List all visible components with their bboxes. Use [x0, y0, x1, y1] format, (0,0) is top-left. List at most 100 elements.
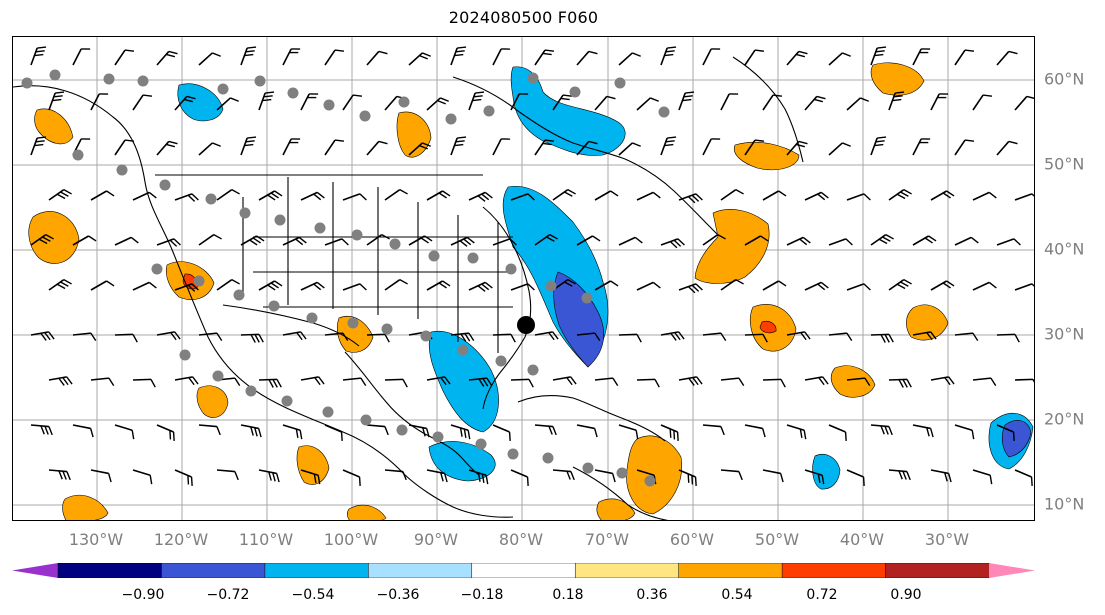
colorbar-segment [57, 563, 163, 578]
wind-barb [996, 238, 1021, 246]
wind-barb [468, 377, 493, 387]
wind-barb [930, 280, 955, 291]
wind-barb [870, 333, 894, 343]
station-marker [239, 207, 251, 219]
wind-barb [678, 193, 703, 204]
wind-barb [930, 190, 955, 201]
contour-fill-orange-canada [396, 111, 432, 158]
station-marker [527, 364, 539, 376]
wind-barb [72, 235, 97, 246]
contour-fill-blue-west [177, 83, 224, 122]
wind-barb [282, 424, 303, 440]
wind-barb [492, 48, 511, 66]
wind-barb [678, 91, 695, 111]
wind-barb [174, 469, 193, 487]
station-marker [205, 193, 217, 205]
wind-barb [450, 236, 475, 247]
longitude-label: 60°W [669, 530, 715, 549]
contour-fill-orange-baja [296, 445, 330, 485]
wind-barb [48, 376, 73, 386]
wind-barb [534, 49, 555, 66]
wind-barb [240, 333, 264, 343]
wind-barb [324, 238, 349, 246]
contour-fill-blue-north [510, 66, 626, 156]
wind-barb [366, 50, 388, 66]
wind-barb [912, 138, 931, 156]
wind-barb [912, 424, 934, 438]
wind-barb [828, 142, 851, 156]
wind-barb [678, 469, 697, 487]
wind-barb [828, 332, 853, 342]
station-marker [389, 238, 401, 250]
station-marker [21, 77, 33, 89]
wind-barb [156, 331, 181, 341]
wind-barb [342, 469, 361, 487]
coastline-canada-east [452, 76, 718, 235]
colorbar-tick-label: 0.54 [721, 587, 753, 603]
station-marker [347, 317, 359, 329]
station-marker [420, 330, 432, 342]
wind-barb [660, 238, 685, 249]
wind-barb [702, 138, 721, 156]
wind-barb [174, 193, 199, 202]
wind-barb [174, 283, 199, 292]
wind-barb [996, 50, 1018, 66]
wind-barb [132, 191, 157, 201]
station-marker [545, 280, 557, 292]
wind-barb [1014, 283, 1034, 291]
wind-barb [132, 469, 153, 485]
wind-barb [762, 280, 787, 291]
wind-barb [972, 191, 997, 201]
wind-barb [576, 140, 598, 156]
wind-barb [468, 91, 485, 111]
wind-barb [720, 469, 743, 481]
station-marker [159, 179, 171, 191]
wind-barb [48, 91, 65, 111]
coastline-south-america [572, 466, 669, 520]
wind-barb [954, 332, 979, 342]
longitude-label: 100°W [323, 530, 379, 549]
wind-barb [324, 139, 345, 156]
wind-barb [1014, 469, 1033, 487]
wind-barb [342, 193, 367, 201]
wind-barb [174, 376, 199, 386]
station-marker [428, 250, 440, 262]
colorbar-segment [574, 563, 680, 578]
wind-barb [90, 280, 115, 291]
wind-barb [996, 424, 1015, 442]
colorbar-tick-label: −0.54 [291, 587, 335, 603]
station-marker [323, 99, 335, 111]
station-marker [212, 370, 224, 382]
station-marker [217, 83, 229, 95]
wind-barb [240, 46, 257, 66]
wind-barb [258, 469, 280, 483]
wind-barb [618, 424, 639, 440]
wind-barb [996, 333, 1020, 343]
wind-barb [870, 46, 887, 66]
coastline-north-america-west [13, 85, 514, 518]
wind-barb [912, 331, 937, 341]
latitude-label: 40°N [1044, 239, 1085, 259]
wind-barb [534, 424, 557, 436]
wind-barb [870, 424, 893, 436]
wind-barb [660, 46, 677, 66]
wind-barb [342, 283, 367, 291]
wind-barb [384, 279, 408, 291]
wind-barb [408, 235, 433, 246]
wind-barb [720, 93, 739, 111]
station-marker [137, 75, 149, 87]
wind-barb [744, 235, 769, 246]
wind-barb [366, 234, 390, 246]
station-marker [193, 275, 205, 287]
wind-barbs [30, 46, 1034, 487]
wind-barb [636, 191, 661, 201]
wind-barb [660, 424, 679, 442]
station-marker [116, 164, 128, 176]
wind-barb [804, 469, 825, 485]
wind-barb [786, 236, 811, 246]
station-marker [505, 263, 517, 275]
wind-barb [576, 332, 601, 342]
wind-barb [426, 280, 451, 291]
wind-barb [426, 190, 451, 201]
colorbar-over-triangle [989, 563, 1035, 578]
